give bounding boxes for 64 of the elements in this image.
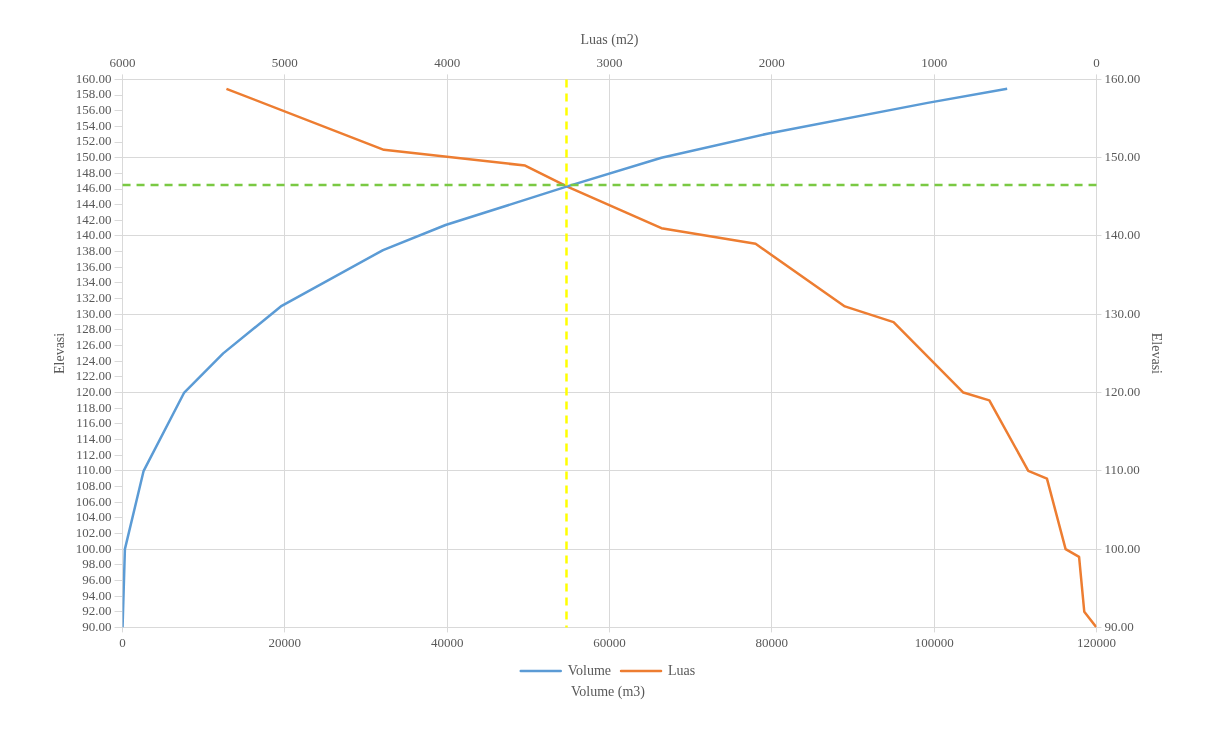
x2-tick-label: 3000	[596, 55, 623, 71]
x-tick-label: 20000	[268, 634, 302, 650]
y-tick-label: 90.00	[82, 618, 112, 634]
y-tick-label: 142.00	[75, 211, 112, 227]
x2-tick-label: 5000	[271, 55, 298, 71]
y-tick-label: 130.00	[75, 305, 112, 321]
y-axis-title: Elevasi	[52, 332, 68, 375]
y-tick-label: 154.00	[75, 117, 112, 133]
y-tick-label: 94.00	[82, 587, 112, 603]
y-tick-label: 106.00	[75, 493, 112, 509]
x-tick-label: 60000	[593, 634, 626, 650]
y-tick-label: 138.00	[75, 243, 112, 259]
y-tick-label: 104.00	[75, 509, 112, 525]
x-axis-title: Volume (m3)	[570, 684, 646, 700]
y-tick-label: 128.00	[75, 321, 112, 337]
y-tick-label: 150.00	[75, 149, 112, 165]
y-tick-label: 124.00	[75, 352, 112, 368]
x-tick-label: 100000	[914, 634, 954, 650]
y2-tick-label: 150.00	[1104, 149, 1141, 165]
y-tick-label: 158.00	[75, 86, 112, 102]
y-tick-label: 108.00	[75, 477, 112, 493]
y-tick-label: 98.00	[82, 556, 112, 572]
y-tick-label: 136.00	[75, 258, 112, 274]
y-tick-label: 152.00	[75, 133, 112, 149]
x2-tick-label: 1000	[921, 55, 948, 71]
x2-tick-label: 4000	[434, 55, 461, 71]
y2-tick-label: 120.00	[1104, 383, 1141, 399]
y-tick-label: 110.00	[76, 462, 112, 478]
y2-tick-label: 90.00	[1104, 618, 1134, 634]
legend-label: Luas	[668, 662, 696, 678]
y-tick-label: 92.00	[82, 603, 112, 619]
x2-tick-label: 6000	[109, 55, 136, 71]
y-tick-label: 122.00	[75, 368, 112, 384]
y-tick-label: 96.00	[82, 571, 112, 587]
y-tick-label: 160.00	[75, 70, 112, 86]
x-tick-label: 0	[119, 634, 126, 650]
y-tick-label: 134.00	[75, 274, 112, 290]
y-tick-label: 126.00	[75, 336, 112, 352]
y2-tick-label: 110.00	[1104, 462, 1140, 478]
y2-axis-title: Elevasi	[1148, 332, 1164, 375]
y-tick-label: 146.00	[75, 180, 112, 196]
y-tick-label: 148.00	[75, 164, 112, 180]
y-tick-label: 114.00	[76, 430, 112, 446]
y-tick-label: 144.00	[75, 196, 112, 212]
y-tick-label: 120.00	[75, 383, 112, 399]
y-tick-label: 116.00	[76, 415, 112, 431]
y-tick-label: 132.00	[75, 290, 112, 306]
x-tick-label: 80000	[755, 634, 789, 650]
legend-label: Volume	[567, 662, 612, 678]
y2-tick-label: 130.00	[1104, 305, 1141, 321]
x2-tick-label: 2000	[758, 55, 785, 71]
x-tick-label: 120000	[1076, 634, 1116, 650]
y2-tick-label: 140.00	[1104, 227, 1141, 243]
x2-axis-title: Luas (m2)	[580, 32, 639, 49]
y-tick-label: 112.00	[76, 446, 112, 462]
y-tick-label: 140.00	[75, 227, 112, 243]
y-tick-label: 100.00	[75, 540, 112, 556]
y2-tick-label: 160.00	[1104, 70, 1141, 86]
y2-tick-label: 100.00	[1104, 540, 1141, 556]
y-tick-label: 118.00	[76, 399, 112, 415]
y-tick-label: 156.00	[75, 102, 112, 118]
y-tick-label: 102.00	[75, 524, 112, 540]
x2-tick-label: 0	[1093, 55, 1100, 71]
x-tick-label: 40000	[430, 634, 464, 650]
